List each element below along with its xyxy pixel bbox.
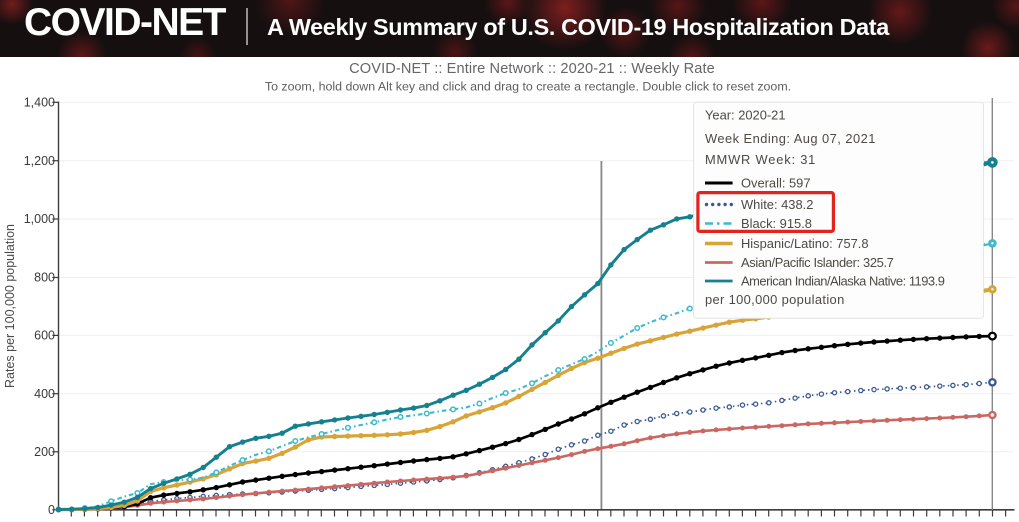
svg-text:Rates per 100,000 population: Rates per 100,000 population xyxy=(3,224,17,388)
svg-text:Overall: 597: Overall: 597 xyxy=(741,175,811,190)
svg-text:0: 0 xyxy=(48,503,55,517)
svg-text:1,200: 1,200 xyxy=(24,154,55,168)
svg-text:American Indian/Alaska Native:: American Indian/Alaska Native: 1193.9 xyxy=(741,273,945,288)
svg-text:Asian/Pacific Islander: 325.7: Asian/Pacific Islander: 325.7 xyxy=(741,255,894,270)
svg-text:600: 600 xyxy=(34,329,55,343)
svg-text:Black: 915.8: Black: 915.8 xyxy=(741,216,812,231)
svg-text:1,400: 1,400 xyxy=(24,96,55,110)
svg-text:1,000: 1,000 xyxy=(24,212,55,226)
svg-text:400: 400 xyxy=(34,387,55,401)
svg-text:MMWR Week: 31: MMWR Week: 31 xyxy=(705,152,816,167)
svg-text:To zoom, hold down Alt key and: To zoom, hold down Alt key and click and… xyxy=(265,80,791,94)
svg-text:per 100,000 population: per 100,000 population xyxy=(705,292,845,307)
svg-text:Week Ending: Aug 07, 2021: Week Ending: Aug 07, 2021 xyxy=(705,131,876,146)
svg-text:800: 800 xyxy=(34,271,55,285)
svg-text:Year: 2020-21: Year: 2020-21 xyxy=(705,108,786,123)
svg-text:COVID-NET :: Entire Network ::: COVID-NET :: Entire Network :: 2020-21 :… xyxy=(349,61,715,77)
svg-text:200: 200 xyxy=(34,445,55,459)
svg-text:Hispanic/Latino: 757.8: Hispanic/Latino: 757.8 xyxy=(741,236,869,251)
svg-text:White: 438.2: White: 438.2 xyxy=(741,197,813,212)
